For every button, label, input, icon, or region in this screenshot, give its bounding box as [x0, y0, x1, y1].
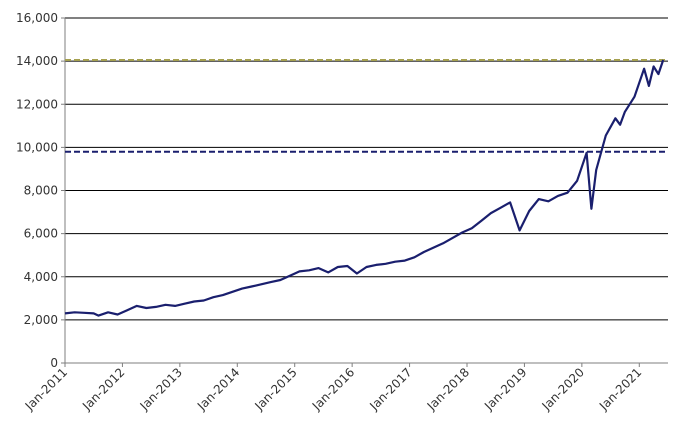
series-line [64, 59, 665, 317]
y-tick-label: 16,000 [16, 11, 58, 25]
y-tick-label: 14,000 [16, 54, 58, 68]
reference-lines [65, 59, 668, 153]
x-tick-label: Jan-2017 [366, 365, 414, 413]
x-tick-label: Jan-2016 [309, 365, 357, 413]
x-tick-label: Jan-2020 [539, 365, 587, 413]
x-tick-label: Jan-2018 [424, 365, 472, 413]
y-tick-label: 12,000 [16, 97, 58, 111]
x-tick-label: Jan-2012 [79, 365, 127, 413]
y-tick-label: 2,000 [24, 313, 58, 327]
y-tick-label: 4,000 [24, 270, 58, 284]
x-tick-label: Jan-2019 [481, 365, 529, 413]
y-tick-label: 6,000 [24, 227, 58, 241]
y-tick-label: 10,000 [16, 140, 58, 154]
y-tick-label: 8,000 [24, 184, 58, 198]
gridlines [65, 17, 668, 321]
x-tick-label: Jan-2021 [596, 365, 644, 413]
x-tick-labels: Jan-2011 Jan-2012 Jan-2013 Jan-2014 Jan-2015… [22, 365, 645, 413]
x-tick-label: Jan-2014 [194, 365, 242, 413]
x-tick-label: Jan-2015 [251, 365, 299, 413]
x-tick-marks [64, 363, 640, 367]
x-tick-label: Jan-2011 [22, 365, 70, 413]
y-tick-labels: 0 2,000 4,000 6,000 8,000 10,000 12,000 14,000 1… [16, 11, 65, 370]
y-tick-label: 0 [50, 356, 58, 370]
x-tick-label: Jan-2013 [137, 365, 185, 413]
